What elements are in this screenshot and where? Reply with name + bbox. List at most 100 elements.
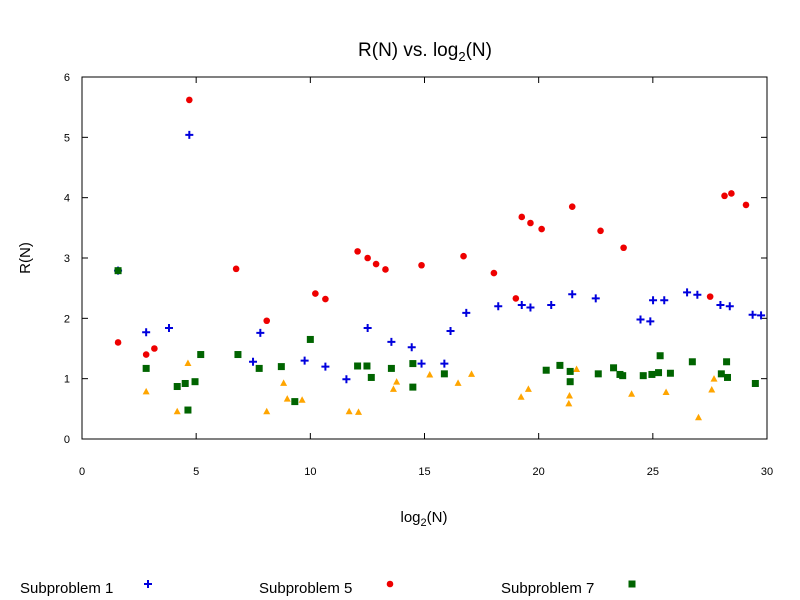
data-point-square	[656, 352, 664, 360]
data-point-plus	[591, 294, 600, 303]
x-axis-label-end: (N)	[427, 509, 448, 526]
data-point-plus	[494, 302, 503, 311]
data-point-square	[184, 406, 192, 414]
legend-marker-square	[628, 580, 636, 588]
data-point-circle	[460, 252, 467, 260]
data-point-triangle	[355, 408, 363, 415]
data-point-square	[688, 358, 696, 366]
data-point-plus	[462, 308, 471, 317]
x-axis-label: log2(N)	[401, 509, 448, 529]
data-point-circle	[142, 351, 150, 358]
data-point-triangle	[710, 375, 718, 382]
y-tick-label: 0	[64, 434, 70, 446]
data-point-square	[542, 366, 550, 374]
data-point-circle	[620, 244, 627, 252]
data-point-triangle	[454, 379, 462, 386]
data-point-circle	[354, 248, 361, 255]
data-point-plus	[446, 327, 455, 336]
data-point-square	[751, 379, 759, 387]
data-point-square	[306, 335, 314, 343]
data-point-square	[367, 373, 375, 381]
data-point-plus	[748, 310, 757, 319]
data-point-square	[723, 358, 731, 366]
data-point-square	[191, 378, 199, 386]
data-points	[114, 96, 766, 421]
data-point-circle	[538, 225, 545, 233]
y-tick-label: 5	[64, 132, 70, 144]
data-point-square	[566, 378, 574, 386]
data-point-square	[181, 379, 189, 387]
x-tick-label: 30	[761, 466, 773, 478]
data-point-square	[619, 372, 627, 380]
data-point-plus	[517, 301, 526, 310]
data-point-circle	[568, 203, 576, 211]
data-point-circle	[721, 192, 728, 200]
data-point-triangle	[142, 387, 150, 395]
data-point-square	[594, 370, 602, 378]
data-point-plus	[568, 290, 577, 299]
data-point-circle	[490, 269, 498, 277]
legend-label: Subproblem 7	[501, 580, 594, 597]
y-tick-label: 4	[64, 193, 70, 205]
data-point-circle	[372, 260, 380, 268]
data-point-triangle	[468, 370, 476, 377]
chart-title-subscript: 2	[458, 49, 465, 64]
data-point-triangle	[393, 378, 401, 385]
x-tick-label: 5	[193, 466, 199, 478]
data-point-square	[114, 267, 122, 275]
data-point-triangle	[695, 413, 702, 421]
data-point-plus	[249, 357, 258, 366]
data-point-plus	[683, 288, 692, 297]
x-tick-label: 20	[533, 466, 545, 478]
data-point-triangle	[662, 388, 670, 395]
data-point-square	[142, 364, 150, 372]
legend-label: Subproblem 1	[20, 580, 113, 597]
data-point-triangle	[345, 407, 353, 415]
data-point-triangle	[565, 399, 573, 407]
data-point-square	[354, 362, 362, 370]
data-point-square	[387, 364, 395, 372]
data-point-square	[291, 398, 299, 406]
data-point-square	[556, 361, 564, 369]
data-point-square	[277, 363, 285, 371]
data-point-plus	[716, 301, 725, 310]
data-point-plus	[417, 359, 426, 368]
data-point-circle	[706, 293, 714, 300]
data-point-circle	[418, 261, 425, 269]
legend: Subproblem 1 Subproblem 5 Subproblem 7	[20, 580, 636, 597]
data-point-square	[666, 369, 674, 377]
data-point-triangle	[524, 385, 532, 392]
data-point-triangle	[280, 379, 288, 386]
data-point-plus	[660, 296, 669, 305]
data-point-plus	[407, 343, 416, 352]
data-point-plus	[646, 317, 655, 326]
data-point-circle	[232, 265, 240, 273]
data-point-square	[639, 372, 647, 380]
y-tick-label: 3	[64, 253, 70, 265]
data-point-square	[648, 370, 656, 378]
data-point-square	[363, 362, 371, 370]
chart-title: R(N) vs. log2(N)	[358, 40, 492, 64]
data-point-plus	[363, 323, 372, 332]
x-tick-label: 0	[79, 466, 85, 478]
x-axis-label-subscript: 2	[421, 517, 427, 529]
y-tick-label: 1	[64, 374, 70, 386]
data-point-plus	[142, 328, 151, 337]
data-point-square	[566, 367, 574, 375]
data-point-triangle	[389, 385, 397, 392]
data-point-square	[173, 383, 181, 391]
data-point-square	[440, 370, 448, 378]
data-point-plus	[342, 375, 351, 384]
axis-ticks: 0 5 10 15 20 25 30 0 1 2 3 4 5 6	[64, 72, 773, 478]
data-point-circle	[312, 290, 319, 297]
data-point-square	[723, 373, 731, 381]
data-point-circle	[186, 96, 193, 104]
data-point-plus	[693, 290, 702, 299]
data-point-plus	[725, 302, 734, 311]
data-point-circle	[322, 295, 329, 303]
data-point-plus	[164, 323, 173, 332]
legend-marker-plus	[144, 580, 152, 588]
data-point-plus	[649, 296, 658, 305]
data-point-triangle	[283, 395, 291, 402]
